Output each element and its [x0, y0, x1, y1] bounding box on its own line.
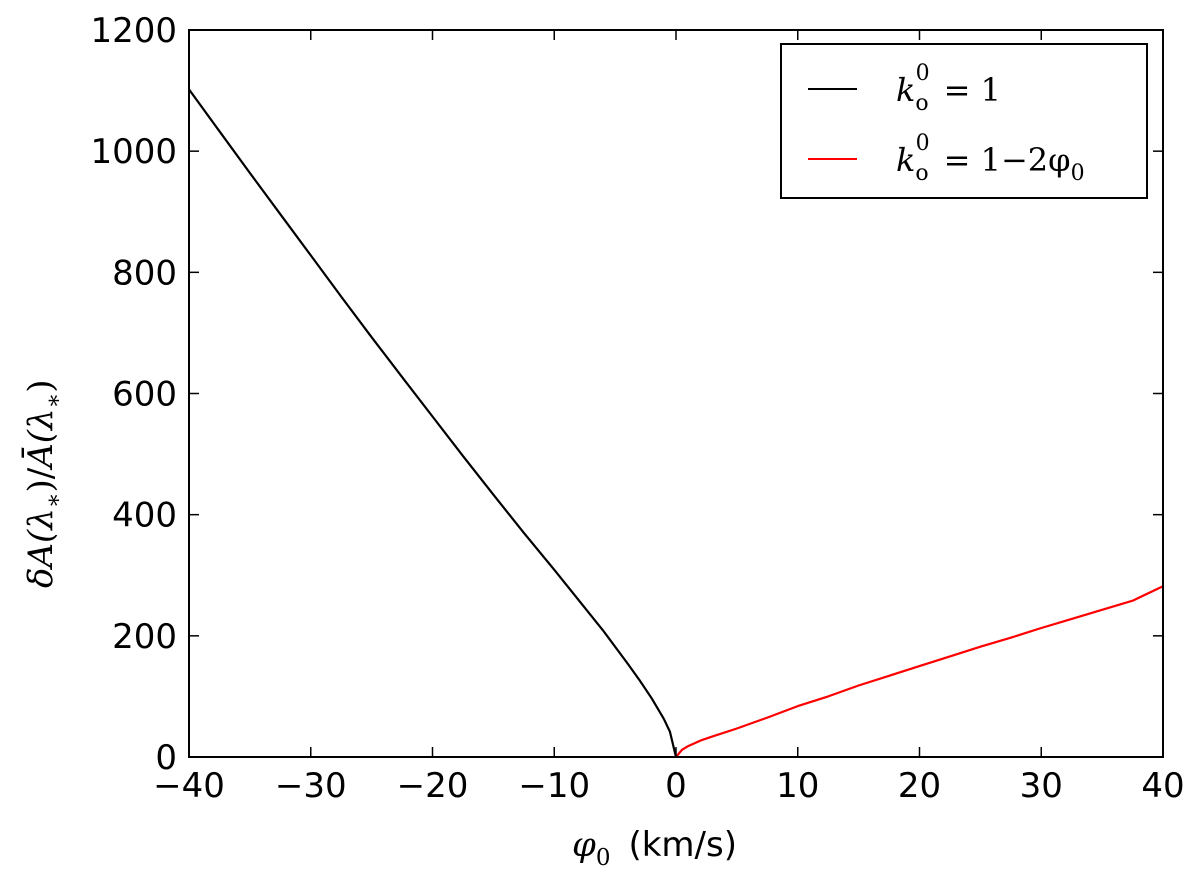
legend-label-red-sub: o: [915, 161, 928, 186]
legend-box: [780, 43, 1148, 199]
x-tick-label: 20: [898, 766, 941, 806]
x-tick-labels: −40 −30 −20 −10 0 10 20 30 40: [153, 766, 1185, 806]
x-tick-label: −10: [518, 766, 590, 806]
y-tick-label: 200: [112, 617, 177, 657]
legend-label-black-rhs: = 1: [944, 71, 1001, 109]
legend-label-black-sup: 0: [916, 61, 930, 86]
y-axis-label-num-close: ): [21, 479, 61, 492]
y-tick-label: 1200: [90, 11, 177, 51]
y-axis-label-num: δA(λ: [21, 508, 61, 588]
x-tick-label: −40: [153, 766, 225, 806]
y-tick-labels: 0 200 400 600 800 1000 1200: [90, 11, 177, 778]
y-axis-label: δA(λ∗)/Ā(λ∗): [21, 380, 67, 589]
y-axis-label-num-sub: ∗: [41, 493, 67, 509]
y-tick-label: 600: [112, 375, 177, 415]
y-axis-label-slash: /: [21, 467, 61, 479]
x-axis-label: φ0 (km/s): [572, 825, 737, 871]
x-tick-label: −30: [275, 766, 347, 806]
legend-label-black-sub: o: [915, 91, 928, 116]
y-axis-label-den-close: ): [21, 380, 61, 393]
x-tick-label: 30: [1020, 766, 1063, 806]
x-axis-label-unit: (km/s): [628, 825, 737, 865]
x-tick-label: 40: [1141, 766, 1184, 806]
legend-label-red-k: k: [896, 141, 915, 179]
plot-frame: [188, 29, 1164, 758]
y-tick-label: 0: [155, 738, 177, 778]
legend-label-red-rhs-sub: 0: [1071, 161, 1085, 186]
series-layer: [188, 88, 1164, 758]
x-axis-label-symbol: φ: [572, 825, 596, 865]
y-tick-label: 400: [112, 496, 177, 536]
x-tick-label: −20: [397, 766, 469, 806]
legend-label-black-k: k: [896, 71, 915, 109]
legend-label-red-rhs: = 1−2φ: [944, 141, 1071, 179]
legend-label-red: ko0 = 1−2φ0: [896, 131, 1085, 186]
y-axis-label-den: Ā(λ: [21, 408, 61, 470]
series-line-black: [188, 88, 678, 758]
legend-label-black: ko 0 = 1: [896, 61, 1001, 116]
y-tick-label: 1000: [90, 132, 177, 172]
y-axis-label-den-sub: ∗: [41, 393, 67, 409]
x-axis-label-sub: 0: [596, 845, 611, 871]
y-tick-label: 800: [112, 253, 177, 293]
series-line-red: [675, 585, 1164, 758]
x-tick-label: 0: [665, 766, 687, 806]
legend-label-red-sup: 0: [916, 131, 930, 156]
x-tick-label: 10: [776, 766, 819, 806]
legend: ko0 = 1 ko0 = 1−2φ0: [780, 43, 1148, 199]
